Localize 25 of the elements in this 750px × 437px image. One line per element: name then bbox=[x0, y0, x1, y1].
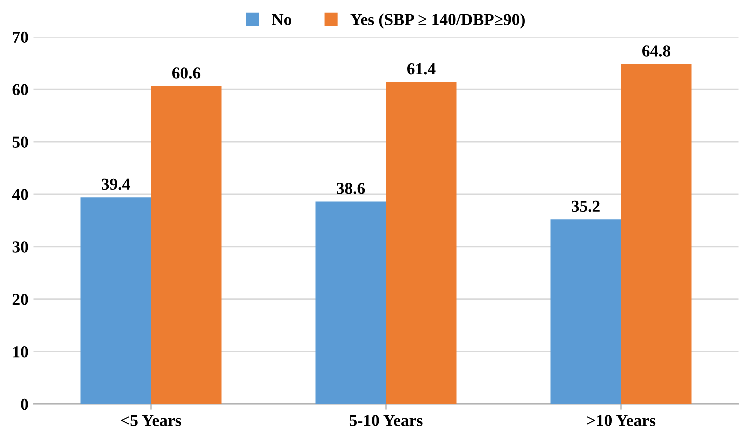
data-label: 60.6 bbox=[172, 68, 201, 79]
data-label: 39.4 bbox=[102, 178, 130, 190]
y-tick-label: 0 bbox=[21, 398, 28, 410]
bar bbox=[316, 202, 386, 404]
y-tick-label: 60 bbox=[12, 84, 28, 96]
data-label: 61.4 bbox=[407, 63, 436, 75]
x-tick-label: <5 Years bbox=[121, 415, 182, 426]
y-tick-label: 30 bbox=[12, 242, 28, 253]
legend-label: Yes (SBP ≥ 140/DBP≥90) bbox=[350, 14, 525, 29]
data-label: 38.6 bbox=[337, 183, 366, 194]
data-label: 64.8 bbox=[642, 46, 671, 57]
y-tick-label: 10 bbox=[14, 346, 28, 358]
bar bbox=[386, 82, 457, 404]
y-tick-label: 70 bbox=[13, 32, 28, 44]
bar bbox=[80, 198, 152, 404]
bar bbox=[621, 64, 692, 404]
bar bbox=[550, 220, 622, 404]
x-tick-label: 5-10 Years bbox=[350, 415, 423, 426]
bar bbox=[151, 86, 222, 404]
y-tick-label: 40 bbox=[12, 189, 28, 200]
x-tick-label: >10 Years bbox=[587, 415, 656, 426]
data-label: 35.2 bbox=[572, 200, 600, 212]
y-tick-label: 20 bbox=[12, 294, 28, 306]
y-tick-label: 50 bbox=[12, 136, 28, 148]
legend-label: No bbox=[272, 14, 292, 26]
